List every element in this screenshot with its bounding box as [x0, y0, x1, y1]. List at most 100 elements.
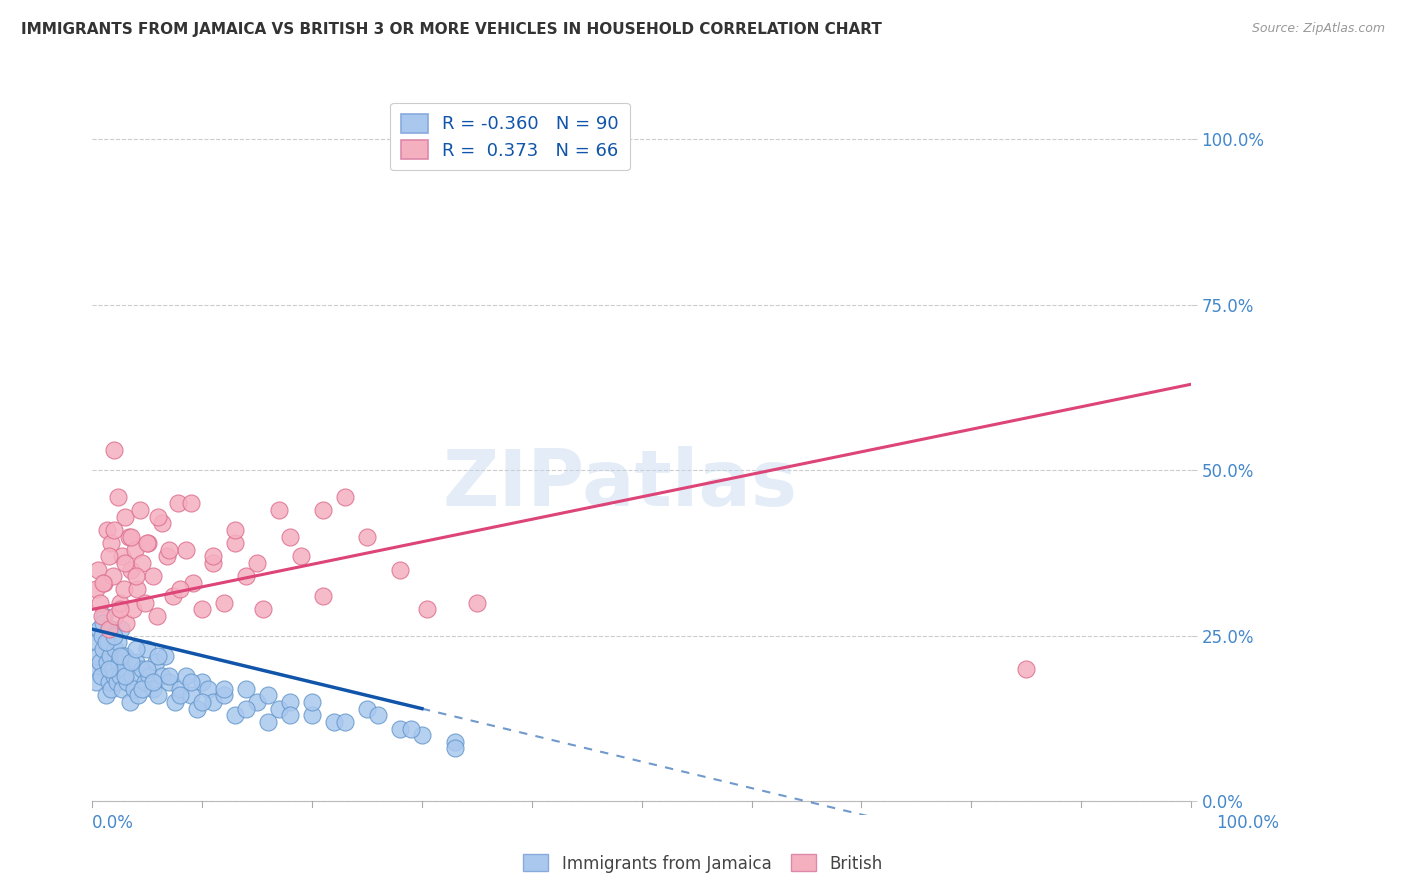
Point — [114, 509, 136, 524]
Point — [174, 542, 197, 557]
Point — [212, 596, 235, 610]
Point — [136, 662, 159, 676]
Point — [91, 609, 114, 624]
Point — [138, 536, 160, 550]
Point — [157, 668, 180, 682]
Point — [96, 655, 118, 669]
Point — [148, 509, 170, 524]
Point — [97, 662, 120, 676]
Point — [136, 642, 159, 657]
Point — [150, 516, 173, 531]
Point — [235, 681, 257, 696]
Point — [290, 549, 312, 564]
Point — [120, 563, 142, 577]
Point — [94, 689, 117, 703]
Point — [169, 689, 191, 703]
Point — [91, 615, 114, 630]
Point — [105, 675, 128, 690]
Point — [90, 668, 112, 682]
Point — [333, 714, 356, 729]
Point — [97, 549, 120, 564]
Point — [278, 695, 301, 709]
Point — [202, 695, 225, 709]
Point — [97, 675, 120, 690]
Point — [120, 529, 142, 543]
Point — [128, 503, 150, 517]
Point — [103, 662, 125, 676]
Point — [180, 689, 202, 703]
Text: Source: ZipAtlas.com: Source: ZipAtlas.com — [1251, 22, 1385, 36]
Point — [278, 708, 301, 723]
Point — [202, 556, 225, 570]
Point — [153, 648, 176, 663]
Point — [167, 496, 190, 510]
Text: IMMIGRANTS FROM JAMAICA VS BRITISH 3 OR MORE VEHICLES IN HOUSEHOLD CORRELATION C: IMMIGRANTS FROM JAMAICA VS BRITISH 3 OR … — [21, 22, 882, 37]
Point — [110, 622, 132, 636]
Point — [114, 556, 136, 570]
Point — [145, 655, 167, 669]
Point — [1015, 662, 1038, 676]
Point — [121, 668, 143, 682]
Point — [131, 556, 153, 570]
Point — [112, 582, 135, 597]
Point — [91, 642, 114, 657]
Point — [103, 443, 125, 458]
Point — [101, 622, 124, 636]
Point — [103, 668, 125, 682]
Point — [89, 655, 111, 669]
Point — [312, 589, 335, 603]
Point — [125, 569, 148, 583]
Point — [112, 648, 135, 663]
Point — [301, 695, 323, 709]
Point — [136, 536, 159, 550]
Point — [146, 609, 169, 624]
Point — [115, 615, 138, 630]
Point — [100, 536, 122, 550]
Point — [465, 596, 488, 610]
Point — [197, 681, 219, 696]
Point — [117, 529, 139, 543]
Point — [142, 569, 165, 583]
Point — [142, 675, 165, 690]
Point — [224, 536, 246, 550]
Point — [125, 655, 148, 669]
Point — [84, 675, 107, 690]
Text: 0.0%: 0.0% — [91, 814, 134, 831]
Text: ZIPatlas: ZIPatlas — [443, 446, 797, 522]
Point — [134, 675, 156, 690]
Point — [108, 596, 131, 610]
Point — [388, 563, 411, 577]
Point — [98, 648, 121, 663]
Point — [107, 655, 129, 669]
Point — [131, 662, 153, 676]
Point — [112, 662, 135, 676]
Point — [162, 589, 184, 603]
Point — [444, 735, 467, 749]
Point — [212, 689, 235, 703]
Point — [87, 648, 110, 663]
Point — [399, 722, 422, 736]
Point — [86, 635, 108, 649]
Point — [93, 609, 115, 624]
Point — [356, 529, 378, 543]
Point — [104, 609, 127, 624]
Point — [94, 635, 117, 649]
Point — [107, 635, 129, 649]
Point — [333, 490, 356, 504]
Point — [150, 668, 173, 682]
Point — [416, 602, 439, 616]
Point — [323, 714, 346, 729]
Legend: R = -0.360   N = 90, R =  0.373   N = 66: R = -0.360 N = 90, R = 0.373 N = 66 — [389, 103, 630, 170]
Point — [108, 602, 131, 616]
Point — [148, 689, 170, 703]
Point — [125, 642, 148, 657]
Point — [103, 523, 125, 537]
Point — [127, 689, 149, 703]
Point — [91, 629, 114, 643]
Legend: Immigrants from Jamaica, British: Immigrants from Jamaica, British — [516, 847, 890, 880]
Point — [103, 569, 125, 583]
Point — [89, 596, 111, 610]
Point — [107, 490, 129, 504]
Point — [163, 695, 186, 709]
Point — [191, 675, 214, 690]
